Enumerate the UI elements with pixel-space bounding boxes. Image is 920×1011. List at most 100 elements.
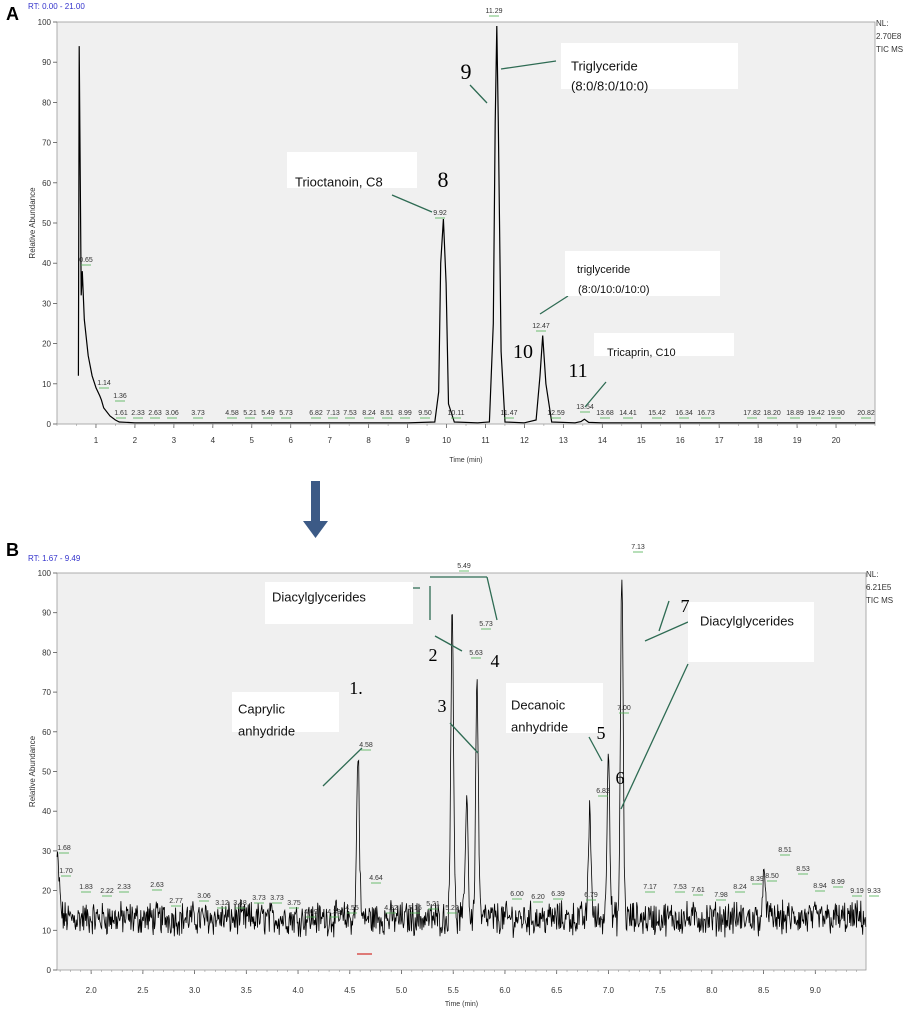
y-tick-label: 90: [42, 58, 51, 67]
peak-time-label: 18.20: [763, 410, 781, 417]
x-tick-label: 11: [481, 436, 490, 445]
x-tick-label: 7: [327, 436, 332, 445]
x-tick-label: 3.0: [189, 986, 201, 995]
annotation-text: Decanoic: [511, 698, 566, 713]
y-tick-label: 80: [42, 648, 51, 657]
x-tick-label: 2.5: [137, 986, 149, 995]
peak-time-label: 1.36: [113, 393, 127, 400]
annotation-box: [265, 582, 413, 624]
y-tick-label: 70: [42, 139, 51, 148]
peak-time-label: 12.59: [547, 410, 565, 417]
x-tick-label: 4.5: [344, 986, 356, 995]
x-tick-label: 5.0: [396, 986, 408, 995]
annotation-text: Diacylglycerides: [272, 590, 366, 605]
annotation-leader-line: [486, 576, 498, 621]
header-line: TIC MS: [866, 596, 893, 605]
x-tick-label: 15: [637, 436, 646, 445]
peak-time-label: 6.82: [309, 410, 323, 417]
peak-time-label: 3.73: [252, 895, 266, 902]
peak-time-label: 6.79: [584, 892, 598, 899]
peak-time-label: 4.58: [225, 410, 239, 417]
peak-time-label: 7.98: [714, 892, 728, 899]
header-line: NL:: [866, 570, 878, 579]
peak-time-label: 3.48: [233, 900, 247, 907]
x-tick-label: 6.5: [551, 986, 563, 995]
x-tick-label: 3: [172, 436, 177, 445]
y-axis-label: Relative Abundance: [28, 735, 37, 807]
peak-time-label: 1.68: [57, 845, 71, 852]
panel-letter-b: B: [6, 540, 19, 560]
peak-time-label: 4.39: [327, 909, 341, 916]
x-tick-label: 18: [754, 436, 763, 445]
y-tick-label: 50: [42, 219, 51, 228]
peak-time-label: 5.21: [243, 410, 257, 417]
annotation-text-line2: anhydride: [238, 724, 295, 739]
peak-time-label: 5.49: [457, 563, 471, 570]
peak-time-label: 6.39: [551, 891, 565, 898]
peak-time-label: 0.65: [79, 257, 93, 264]
x-tick-label: 13: [559, 436, 568, 445]
peak-time-label: 9.33: [867, 888, 881, 895]
peak-time-label: 5.73: [279, 410, 293, 417]
x-tick-label: 6: [288, 436, 293, 445]
annotation-leader-line: [322, 747, 363, 787]
y-tick-label: 20: [42, 887, 51, 896]
peak-time-label: 13.54: [576, 404, 594, 411]
y-tick-label: 90: [42, 609, 51, 618]
peak-time-label: 16.34: [675, 410, 693, 417]
x-tick-label: 20: [832, 436, 841, 445]
x-tick-label: 12: [520, 436, 529, 445]
peak-time-label: 7.17: [643, 884, 657, 891]
annotation-leader-line: [449, 722, 479, 754]
y-tick-label: 40: [42, 807, 51, 816]
peak-time-label: 8.99: [831, 879, 845, 886]
plot-area: [56, 21, 876, 425]
annotation-box: [561, 43, 738, 89]
x-tick-label: 10: [442, 436, 451, 445]
peak-time-label: 11.47: [501, 410, 518, 417]
annotation-leader-line: [588, 736, 603, 762]
x-tick-label: 19: [793, 436, 802, 445]
peak-time-label: 10.11: [448, 410, 465, 417]
peak-number-label: 4: [491, 651, 500, 671]
y-tick-label: 80: [42, 98, 51, 107]
chart-panel-b: RT: 1.67 - 9.49 NL: 6.21E5 TIC MS 0 10 20 30 40 5…: [28, 544, 893, 1008]
peak-time-label: 7.00: [617, 705, 631, 712]
header-line: 6.21E5: [866, 583, 892, 592]
down-arrow-icon: [303, 481, 328, 538]
peak-time-label: 13.68: [596, 410, 614, 417]
annotation-text-line2: (8:0/8:0/10:0): [571, 79, 648, 94]
y-tick-label: 70: [42, 688, 51, 697]
peak-time-label: 7.13: [631, 544, 645, 551]
peak-time-label: 5.49: [261, 410, 275, 417]
y-tick-label: 30: [42, 299, 51, 308]
annotation-leader-line: [469, 84, 488, 104]
peak-time-label: 8.51: [380, 410, 394, 417]
y-tick-label: 40: [42, 259, 51, 268]
peak-time-label: 4.64: [369, 875, 383, 882]
header-line: 2.70E8: [876, 32, 902, 41]
peak-number-label: 6: [616, 768, 625, 788]
peak-time-label: 16.73: [697, 410, 715, 417]
x-tick-label: 8.0: [706, 986, 718, 995]
x-axis-label: Time (min): [449, 457, 482, 464]
x-tick-label: 7.0: [603, 986, 615, 995]
annotation-leader-line: [584, 381, 607, 408]
peak-number-label: 5: [597, 723, 606, 743]
peak-time-label: 3.73: [191, 410, 205, 417]
y-tick-label: 50: [42, 768, 51, 777]
peak-time-label: 9.50: [418, 410, 432, 417]
peak-time-label: 6.20: [531, 894, 545, 901]
annotation-box: [565, 251, 720, 296]
peak-time-label: 3.73: [270, 895, 284, 902]
peak-time-label: 2.63: [148, 410, 162, 417]
peak-time-label: 5.73: [479, 621, 493, 628]
peak-time-label: 20.82: [857, 410, 875, 417]
peak-time-label: 2.77: [169, 898, 183, 905]
peak-time-label: 3.06: [165, 410, 179, 417]
annotation-text: triglyceride: [577, 264, 630, 276]
annotation-leader-line: [434, 635, 463, 652]
peak-time-label: 19.42: [807, 410, 825, 417]
x-tick-label: 3.5: [241, 986, 253, 995]
peak-time-label: 3.12: [215, 900, 229, 907]
